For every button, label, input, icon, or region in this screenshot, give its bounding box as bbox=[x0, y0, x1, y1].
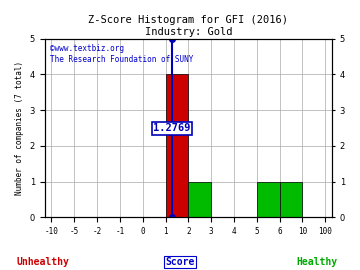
Text: Score: Score bbox=[165, 257, 195, 267]
Bar bbox=[188, 182, 211, 217]
Text: Unhealthy: Unhealthy bbox=[17, 257, 69, 267]
Bar bbox=[257, 182, 279, 217]
Bar bbox=[279, 182, 302, 217]
Text: Healthy: Healthy bbox=[296, 257, 337, 267]
Text: 1.2769: 1.2769 bbox=[153, 123, 190, 133]
Title: Z-Score Histogram for GFI (2016)
Industry: Gold: Z-Score Histogram for GFI (2016) Industr… bbox=[88, 15, 288, 37]
Y-axis label: Number of companies (7 total): Number of companies (7 total) bbox=[15, 61, 24, 195]
Bar bbox=[166, 75, 188, 217]
Text: ©www.textbiz.org
The Research Foundation of SUNY: ©www.textbiz.org The Research Foundation… bbox=[50, 44, 194, 63]
